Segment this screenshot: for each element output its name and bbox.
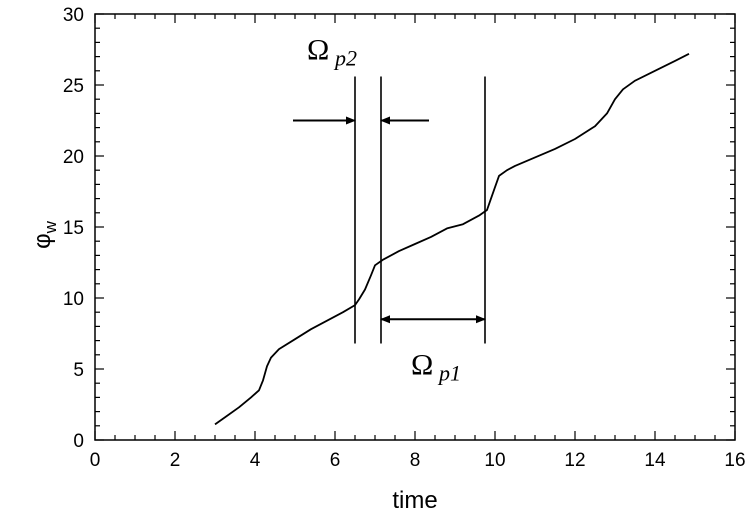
y-tick-label: 10: [63, 289, 84, 310]
omega-p2-symbol: Ω: [307, 33, 329, 66]
y-tick-label: 5: [73, 360, 84, 381]
series-layer: [214, 52, 690, 426]
y-tick-label: 30: [63, 5, 84, 26]
omega-p2-subscript: p2: [333, 45, 357, 70]
x-tick-label: 6: [330, 450, 341, 471]
x-tick-label: 8: [410, 450, 421, 471]
x-tick-label: 10: [484, 450, 505, 471]
series-line: [214, 52, 690, 426]
x-tick-label: 4: [250, 450, 261, 471]
omega-p1-subscript: p1: [437, 361, 461, 386]
plot-frame: [94, 13, 736, 441]
x-axis-title: time: [392, 487, 437, 514]
x-tick-label: 2: [170, 450, 181, 471]
axis-tick-labels: 0 2 4 6 8 10 12 14 16 0 5 10 15 20 25 30: [63, 5, 746, 471]
annotation-lines: [354, 76, 486, 344]
y-tick-label: 20: [63, 147, 84, 168]
y-axis-title-sub: w: [41, 220, 60, 234]
x-tick-label: 16: [724, 450, 745, 471]
x-tick-label: 0: [90, 450, 101, 471]
y-tick-label: 15: [63, 218, 84, 239]
annotation-arrows: [293, 116, 486, 324]
omega-p2-label: Ω p2: [307, 33, 357, 70]
y-tick-label: 0: [73, 431, 84, 452]
y-axis-title-main: φ: [29, 233, 56, 249]
y-tick-label: 25: [63, 76, 84, 97]
axis-ticks: [94, 13, 736, 441]
x-tick-label: 12: [564, 450, 585, 471]
y-axis-title: φw: [29, 220, 60, 249]
x-tick-label: 14: [644, 450, 666, 471]
omega-p1-symbol: Ω: [411, 349, 433, 382]
svg-text:φw: φw: [29, 220, 60, 249]
omega-p1-label: Ω p1: [411, 349, 461, 386]
